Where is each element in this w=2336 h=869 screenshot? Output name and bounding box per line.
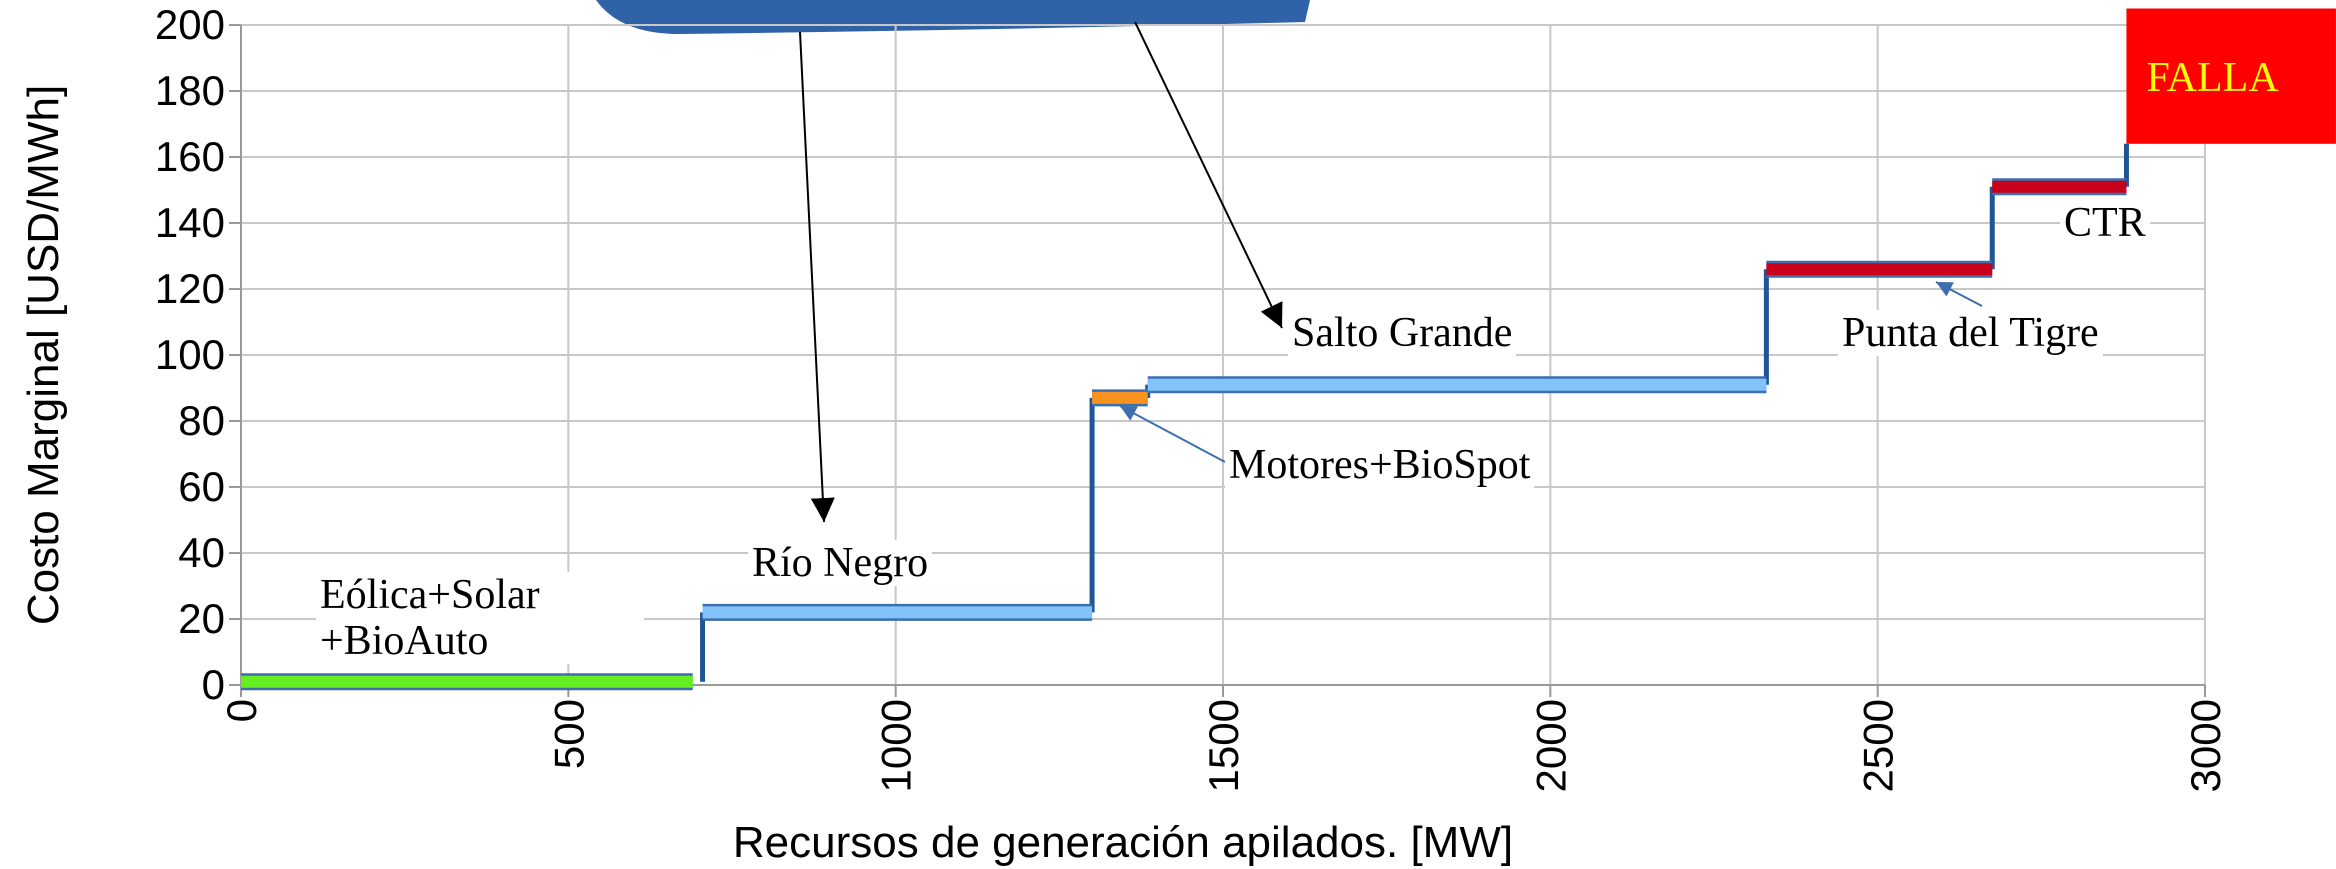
series-label: Eólica+Solar +BioAuto — [316, 572, 644, 664]
x-tick-label: 500 — [545, 699, 592, 769]
arrow — [799, 31, 835, 523]
y-tick-label: 20 — [178, 595, 225, 642]
y-tick-label: 0 — [202, 661, 225, 708]
falla-label: FALLA — [2146, 55, 2279, 101]
y-tick-label: 160 — [155, 133, 225, 180]
series-label: Salto Grande — [1288, 310, 1517, 356]
y-tick-label: 120 — [155, 265, 225, 312]
y-tick-label: 80 — [178, 397, 225, 444]
y-tick-label: 140 — [155, 199, 225, 246]
series-label: Río Negro — [748, 540, 933, 586]
y-axis-title: Costo Marginal [USD/MWh] — [19, 85, 68, 625]
x-axis-title: Recursos de generación apilados. [MW] — [733, 818, 1513, 867]
y-tick-label: 200 — [155, 1, 225, 48]
x-tick-label: 2000 — [1527, 699, 1574, 792]
x-tick-label: 2500 — [1855, 699, 1902, 792]
y-tick-label: 100 — [155, 331, 225, 378]
callout-bubble — [596, 0, 1310, 34]
series-label: Punta del Tigre — [1838, 310, 2103, 356]
series-label: Motores+BioSpot — [1225, 442, 1535, 488]
y-tick-label: 40 — [178, 529, 225, 576]
series-label: CTR — [2060, 200, 2150, 246]
arrow — [1935, 281, 1983, 307]
x-tick-label: 3000 — [2182, 699, 2229, 792]
y-tick-label: 180 — [155, 67, 225, 114]
x-tick-label: 1000 — [873, 699, 920, 792]
arrow — [1134, 21, 1283, 329]
y-tick-label: 60 — [178, 463, 225, 510]
arrow — [1119, 405, 1226, 463]
x-tick-label: 1500 — [1200, 699, 1247, 792]
falla-box — [2126, 8, 2336, 144]
x-tick-label: 0 — [218, 699, 265, 722]
